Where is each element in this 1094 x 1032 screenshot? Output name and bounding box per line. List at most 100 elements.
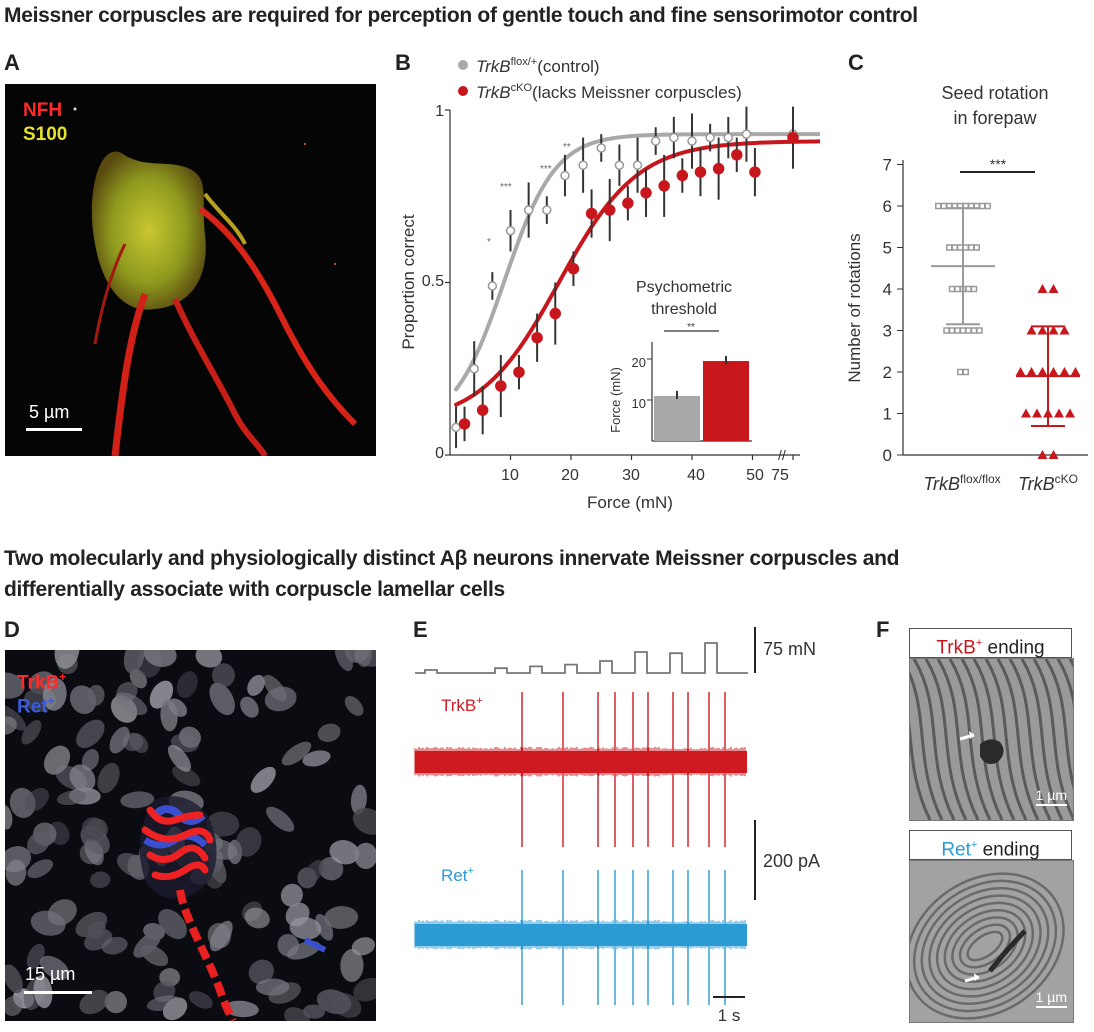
panel-b-xtick-20: 20	[561, 467, 579, 484]
c-point-0-9	[984, 202, 991, 210]
panel-c-ytick-4: 4	[883, 280, 892, 299]
trkb-current-trace	[414, 692, 747, 847]
current-scale-label: 200 pA	[763, 851, 820, 871]
panel-a-scale-bar	[26, 428, 82, 431]
c-point-0-15	[973, 244, 980, 251]
panel-d-image: TrkB+ Ret+ 15 µm	[5, 650, 376, 1021]
c-point-1-10	[1059, 367, 1070, 376]
panel-d-micrograph	[5, 650, 376, 1021]
panel-c-group-2: TrkBcKO	[1018, 472, 1078, 494]
time-scale-label: 1 s	[718, 1006, 741, 1025]
panel-c-chart: Seed rotation in forepaw 0 1 2 3 4 5 6 7 Number…	[845, 83, 1088, 494]
inset-bar-1	[703, 361, 749, 441]
point-1-17	[787, 131, 799, 144]
panel-f-scale-2: 1 µm	[1035, 989, 1067, 1008]
panel-b-xtick-10: 10	[501, 467, 519, 484]
trace-trkb-label: TrkB+	[441, 695, 483, 715]
inset-ytick-20: 20	[632, 355, 646, 370]
c-point-1-11	[1070, 367, 1081, 376]
inset-ylabel: Force (mN)	[608, 367, 623, 433]
panel-b-axis-break: //	[778, 447, 786, 463]
c-point-1-15	[1054, 408, 1064, 418]
svg-text:***: ***	[500, 182, 512, 193]
point-1-1	[476, 404, 489, 416]
panel-c-ytick-1: 1	[883, 405, 892, 424]
panel-a-label: A	[4, 50, 20, 75]
point-1-9	[622, 197, 634, 209]
point-0-4	[523, 205, 534, 215]
panel-e-label: E	[413, 617, 428, 642]
section1-title: Meissner corpuscles are required for per…	[4, 4, 918, 27]
point-0-3	[505, 226, 516, 236]
point-1-11	[658, 180, 670, 192]
panel-c-ytick-7: 7	[883, 156, 892, 175]
point-0-16	[741, 129, 752, 139]
panel-c-ylabel: Number of rotations	[845, 233, 864, 382]
c-point-1-4	[1048, 325, 1059, 335]
panel-c-sig: ***	[990, 156, 1007, 172]
ret-current-trace	[414, 870, 747, 1005]
panel-c-ytick-6: 6	[883, 197, 892, 216]
panel-d-scale-bar	[24, 991, 92, 994]
fit-curve-0	[454, 132, 820, 392]
em-ret-image	[910, 861, 1073, 1022]
force-stimulus-trace	[415, 642, 748, 674]
panel-f-header-ret: Ret+ ending	[909, 830, 1072, 860]
panel-f-em-ret: 1 µm	[909, 860, 1074, 1023]
legend-label-cko: TrkBcKO(lacks Meissner corpuscles)	[476, 82, 742, 102]
c-point-1-3	[1037, 325, 1048, 335]
panel-c-group-1: TrkBflox/flox	[923, 472, 1000, 494]
panel-a-scale-label: 5 µm	[29, 402, 70, 422]
panel-f-label: F	[876, 617, 890, 642]
panel-f-em-trkb: 1 µm	[909, 658, 1074, 821]
panel-b-chart: TrkBflox/+(control) TrkBcKO(lacks Meissn…	[399, 56, 820, 512]
fit-curve-1	[454, 139, 820, 407]
panel-b-legend: TrkBflox/+(control) TrkBcKO(lacks Meissn…	[458, 56, 742, 102]
c-point-1-7	[1026, 367, 1037, 376]
panel-d-stain-trkb: TrkB+	[17, 670, 67, 694]
inset-title-2: threshold	[651, 301, 717, 318]
trace-ret-label: Ret+	[441, 865, 474, 885]
panel-c-label: C	[848, 50, 864, 75]
inset-title-1: Psychometric	[636, 279, 732, 296]
c-point-0-23	[954, 327, 961, 334]
c-point-0-17	[954, 285, 961, 293]
point-0-1	[469, 364, 479, 374]
panel-d-label: D	[4, 617, 20, 642]
panel-c-title-1: Seed rotation	[941, 83, 1048, 103]
c-point-1-13	[1032, 408, 1042, 418]
c-point-0-10	[946, 244, 953, 251]
point-1-8	[603, 204, 616, 216]
c-point-0-1	[940, 202, 947, 210]
point-1-5	[549, 307, 562, 320]
point-0-11	[650, 136, 661, 146]
legend-label-control: TrkBflox/+(control)	[476, 56, 600, 76]
panel-b-xlabel: Force (mN)	[587, 493, 673, 512]
panel-c-title-2: in forepaw	[953, 108, 1037, 128]
panel-b-sig-marks: *********	[487, 142, 571, 248]
c-point-1-17	[1037, 450, 1048, 459]
panel-c-ytick-2: 2	[883, 363, 892, 382]
point-0-7	[578, 160, 588, 170]
c-point-1-2	[1026, 325, 1037, 335]
inset-bar-0	[654, 395, 700, 441]
section2-title-line2: differentially associate with corpuscle …	[4, 578, 505, 601]
panel-a-stain-nfh: NFH	[23, 100, 63, 121]
panel-d-scale-label: 15 µm	[25, 964, 76, 984]
point-0-14	[705, 132, 715, 143]
point-0-10	[632, 160, 643, 170]
point-0-13	[687, 136, 697, 146]
panel-c-ytick-0: 0	[883, 446, 892, 465]
c-point-0-16	[948, 285, 956, 293]
c-point-0-19	[965, 285, 972, 293]
panel-b-ytick-0: 0	[435, 445, 444, 462]
point-1-12	[676, 169, 689, 182]
panel-b-ytick-05: 0.5	[422, 273, 444, 290]
c-point-1-8	[1037, 367, 1048, 376]
point-0-2	[487, 281, 498, 291]
c-point-1-0	[1037, 284, 1048, 293]
c-point-1-6	[1015, 367, 1026, 376]
panel-d-stain-ret: Ret+	[17, 694, 55, 718]
point-1-7	[585, 207, 598, 220]
legend-marker-cko	[458, 86, 468, 96]
